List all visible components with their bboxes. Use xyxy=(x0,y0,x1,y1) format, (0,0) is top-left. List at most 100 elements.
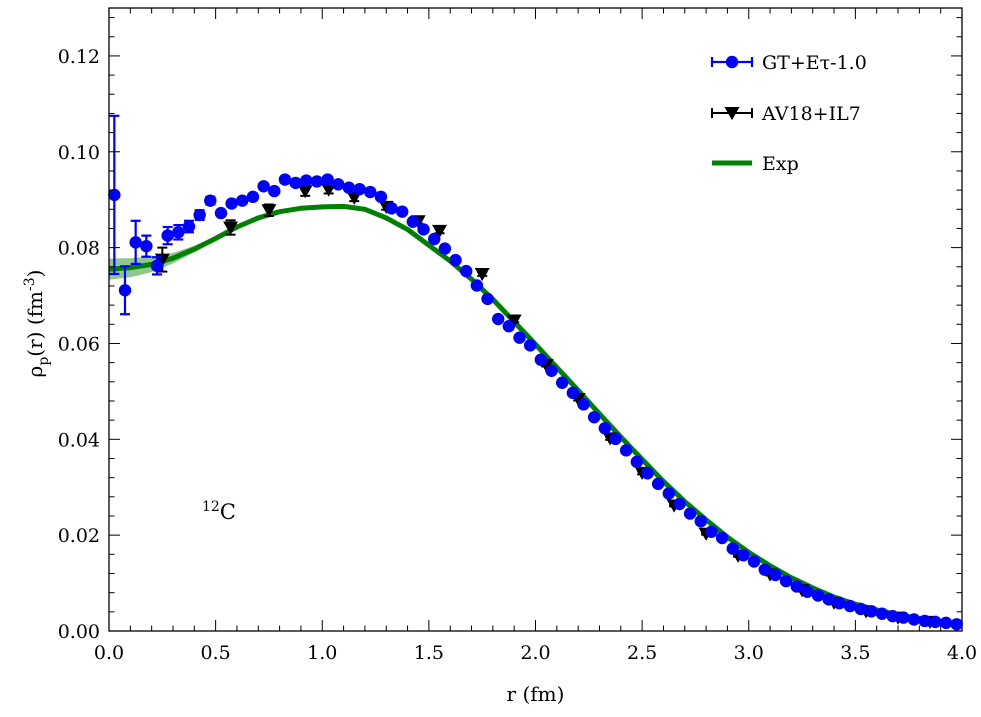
gt-point xyxy=(907,613,921,626)
gt-point xyxy=(246,190,260,204)
gt-point xyxy=(491,312,505,326)
gt-point xyxy=(268,184,281,198)
gt-point xyxy=(150,259,164,273)
nucleus-annotation: 12C xyxy=(202,499,236,524)
gt-point xyxy=(257,180,270,193)
y-axis-title: ρp(r) (fm-3) xyxy=(22,270,52,378)
gt-point xyxy=(300,174,313,187)
x-tick-label: 2.5 xyxy=(627,642,657,664)
gt-point xyxy=(822,593,835,606)
gt-point xyxy=(875,607,889,620)
y-tick-label: 0.04 xyxy=(58,429,100,451)
gt-point xyxy=(342,181,356,194)
gt-point xyxy=(715,531,729,545)
gt-point xyxy=(918,614,931,628)
gt-point xyxy=(353,182,366,196)
x-tick-label: 0.5 xyxy=(201,642,231,664)
gt-point xyxy=(726,542,739,555)
gt-point xyxy=(769,568,782,582)
gt-point xyxy=(566,386,580,400)
data-points-layer xyxy=(108,114,963,631)
y-tick-label: 0.06 xyxy=(58,333,100,355)
gt-point xyxy=(172,226,185,239)
gt-point xyxy=(673,497,686,511)
legend: GT+Eτ-1.0 AV18+IL7 Exp xyxy=(710,52,867,175)
exp-uncertainty-band xyxy=(109,205,962,625)
gt-point xyxy=(843,599,857,613)
gt-point xyxy=(747,555,761,568)
legend-av18-label: AV18+IL7 xyxy=(761,103,861,125)
annotation-superscript: 12 xyxy=(202,499,220,515)
gt-point xyxy=(236,194,249,207)
gt-point xyxy=(609,432,622,446)
gt-point xyxy=(833,597,846,610)
y-tick-label: 0.12 xyxy=(58,46,100,68)
av18-point xyxy=(432,224,448,238)
gt-point xyxy=(161,229,174,242)
gt-point xyxy=(865,605,878,618)
av18-point xyxy=(321,183,337,197)
gt-point xyxy=(406,215,420,228)
av18-point xyxy=(474,267,490,282)
gt-point xyxy=(385,202,398,215)
gt-point xyxy=(534,353,548,366)
gt-point xyxy=(118,284,132,297)
gt-point xyxy=(321,173,334,186)
gt-point xyxy=(417,223,430,236)
y-tick-label: 0.08 xyxy=(58,238,100,260)
gt-point xyxy=(577,398,590,411)
x-tick-label: 0.0 xyxy=(94,642,124,664)
gt-point xyxy=(214,206,228,220)
gt-point xyxy=(662,487,675,500)
y-axis-title-main: ρ xyxy=(23,366,47,378)
legend-entry-exp: Exp xyxy=(712,153,799,175)
gt-point xyxy=(310,175,324,188)
gt-point xyxy=(193,208,206,222)
x-tick-label: 1.0 xyxy=(307,642,337,664)
gt-point xyxy=(545,364,558,377)
gt-point xyxy=(396,205,409,218)
exp-curve-layer xyxy=(108,203,963,627)
gt-point xyxy=(555,376,569,389)
x-tick-label: 4.0 xyxy=(947,642,977,664)
y-tick-label: 0.00 xyxy=(58,621,100,643)
gt-point xyxy=(630,455,643,469)
gt-point xyxy=(438,242,452,255)
y-tick-label: 0.02 xyxy=(58,525,100,547)
gt-point xyxy=(182,220,196,233)
av18-point xyxy=(297,185,313,199)
gt-point xyxy=(811,589,825,602)
gt-point xyxy=(470,279,484,292)
y-tick-label: 0.10 xyxy=(58,142,100,164)
y-axis-title-sub: p xyxy=(36,357,52,366)
exp-line xyxy=(108,203,963,627)
y-axis-title-paren: (r) (fm xyxy=(23,291,47,357)
gt-point xyxy=(364,185,377,199)
gt-point xyxy=(801,585,814,598)
gt-point xyxy=(737,549,750,562)
gt-point xyxy=(705,525,718,538)
gt-point xyxy=(758,563,771,576)
gt-point xyxy=(332,178,345,191)
gt-point xyxy=(694,515,707,528)
av18-point xyxy=(261,204,277,218)
gt-point xyxy=(140,239,153,253)
gt-point xyxy=(374,190,388,204)
gt-point xyxy=(428,232,441,246)
gt-point xyxy=(289,176,302,190)
gt-point xyxy=(278,173,292,186)
av18-point xyxy=(223,221,239,235)
gt-point xyxy=(587,411,601,424)
gt-point xyxy=(897,611,910,624)
gt-point xyxy=(129,236,142,249)
gt-point xyxy=(108,188,121,202)
legend-entry-av18: AV18+IL7 xyxy=(711,103,861,125)
gt-point xyxy=(854,602,867,616)
y-axis-title-close: ) xyxy=(23,270,47,278)
legend-av18-marker xyxy=(724,107,740,121)
gt-point xyxy=(950,618,963,631)
gt-point xyxy=(939,616,953,630)
annotation-text: C xyxy=(220,500,236,524)
